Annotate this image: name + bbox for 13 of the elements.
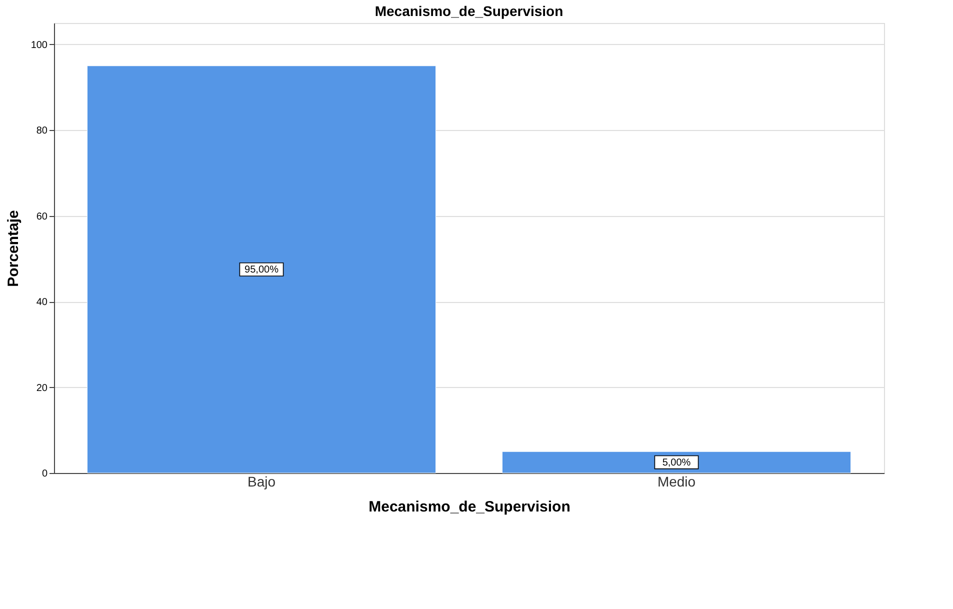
y-tick-label: 100 [30,40,48,51]
y-axis-title: Porcentaje [4,210,22,287]
y-tick-label: 0 [42,468,48,480]
data-label: 95,00% [244,264,279,276]
y-tick-label: 80 [36,126,48,137]
x-tick-label: Bajo [247,474,276,490]
y-tick-label: 40 [36,297,48,308]
x-tick-label: Medio [657,474,696,490]
x-axis-title: Mecanismo_de_Supervision [368,498,570,516]
chart-title: Mecanismo_de_Supervision [374,3,564,19]
y-tick-label: 20 [36,382,48,394]
data-label: 5,00% [662,457,691,468]
y-tick-label: 60 [36,211,48,222]
